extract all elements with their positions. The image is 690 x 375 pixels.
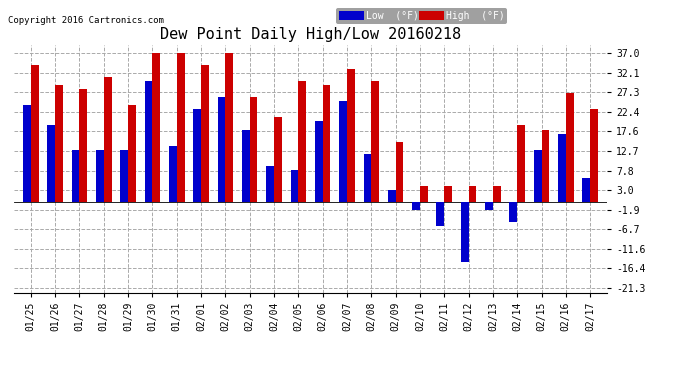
Bar <box>31 65 39 202</box>
Bar <box>48 126 55 202</box>
Bar <box>388 190 395 202</box>
Bar <box>250 98 257 202</box>
Bar <box>96 150 104 202</box>
Legend: Low  (°F), High  (°F): Low (°F), High (°F) <box>337 8 507 24</box>
Bar <box>518 126 525 202</box>
Bar <box>542 129 549 202</box>
Text: Copyright 2016 Cartronics.com: Copyright 2016 Cartronics.com <box>8 16 164 25</box>
Bar <box>364 154 371 202</box>
Bar <box>461 202 469 262</box>
Title: Dew Point Daily High/Low 20160218: Dew Point Daily High/Low 20160218 <box>160 27 461 42</box>
Bar <box>339 101 347 202</box>
Bar <box>582 178 590 202</box>
Bar <box>590 110 598 202</box>
Bar <box>266 166 274 202</box>
Bar <box>323 85 331 202</box>
Bar <box>298 81 306 202</box>
Bar <box>120 150 128 202</box>
Bar <box>371 81 379 202</box>
Bar <box>152 53 160 202</box>
Bar <box>558 134 566 202</box>
Bar <box>177 53 184 202</box>
Bar <box>169 146 177 202</box>
Bar <box>412 202 420 210</box>
Bar <box>23 105 31 202</box>
Bar <box>55 85 63 202</box>
Bar <box>274 117 282 202</box>
Bar <box>72 150 79 202</box>
Bar <box>493 186 501 202</box>
Bar <box>444 186 452 202</box>
Bar <box>509 202 518 222</box>
Bar <box>201 65 209 202</box>
Bar <box>420 186 428 202</box>
Bar <box>226 53 233 202</box>
Bar <box>242 129 250 202</box>
Bar <box>347 69 355 202</box>
Bar <box>128 105 136 202</box>
Bar <box>315 122 323 202</box>
Bar <box>217 98 226 202</box>
Bar <box>437 202 444 226</box>
Bar <box>469 186 476 202</box>
Bar <box>566 93 573 202</box>
Bar <box>534 150 542 202</box>
Bar <box>290 170 298 202</box>
Bar <box>104 77 112 202</box>
Bar <box>79 89 87 202</box>
Bar <box>485 202 493 210</box>
Bar <box>145 81 152 202</box>
Bar <box>193 110 201 202</box>
Bar <box>395 142 404 202</box>
